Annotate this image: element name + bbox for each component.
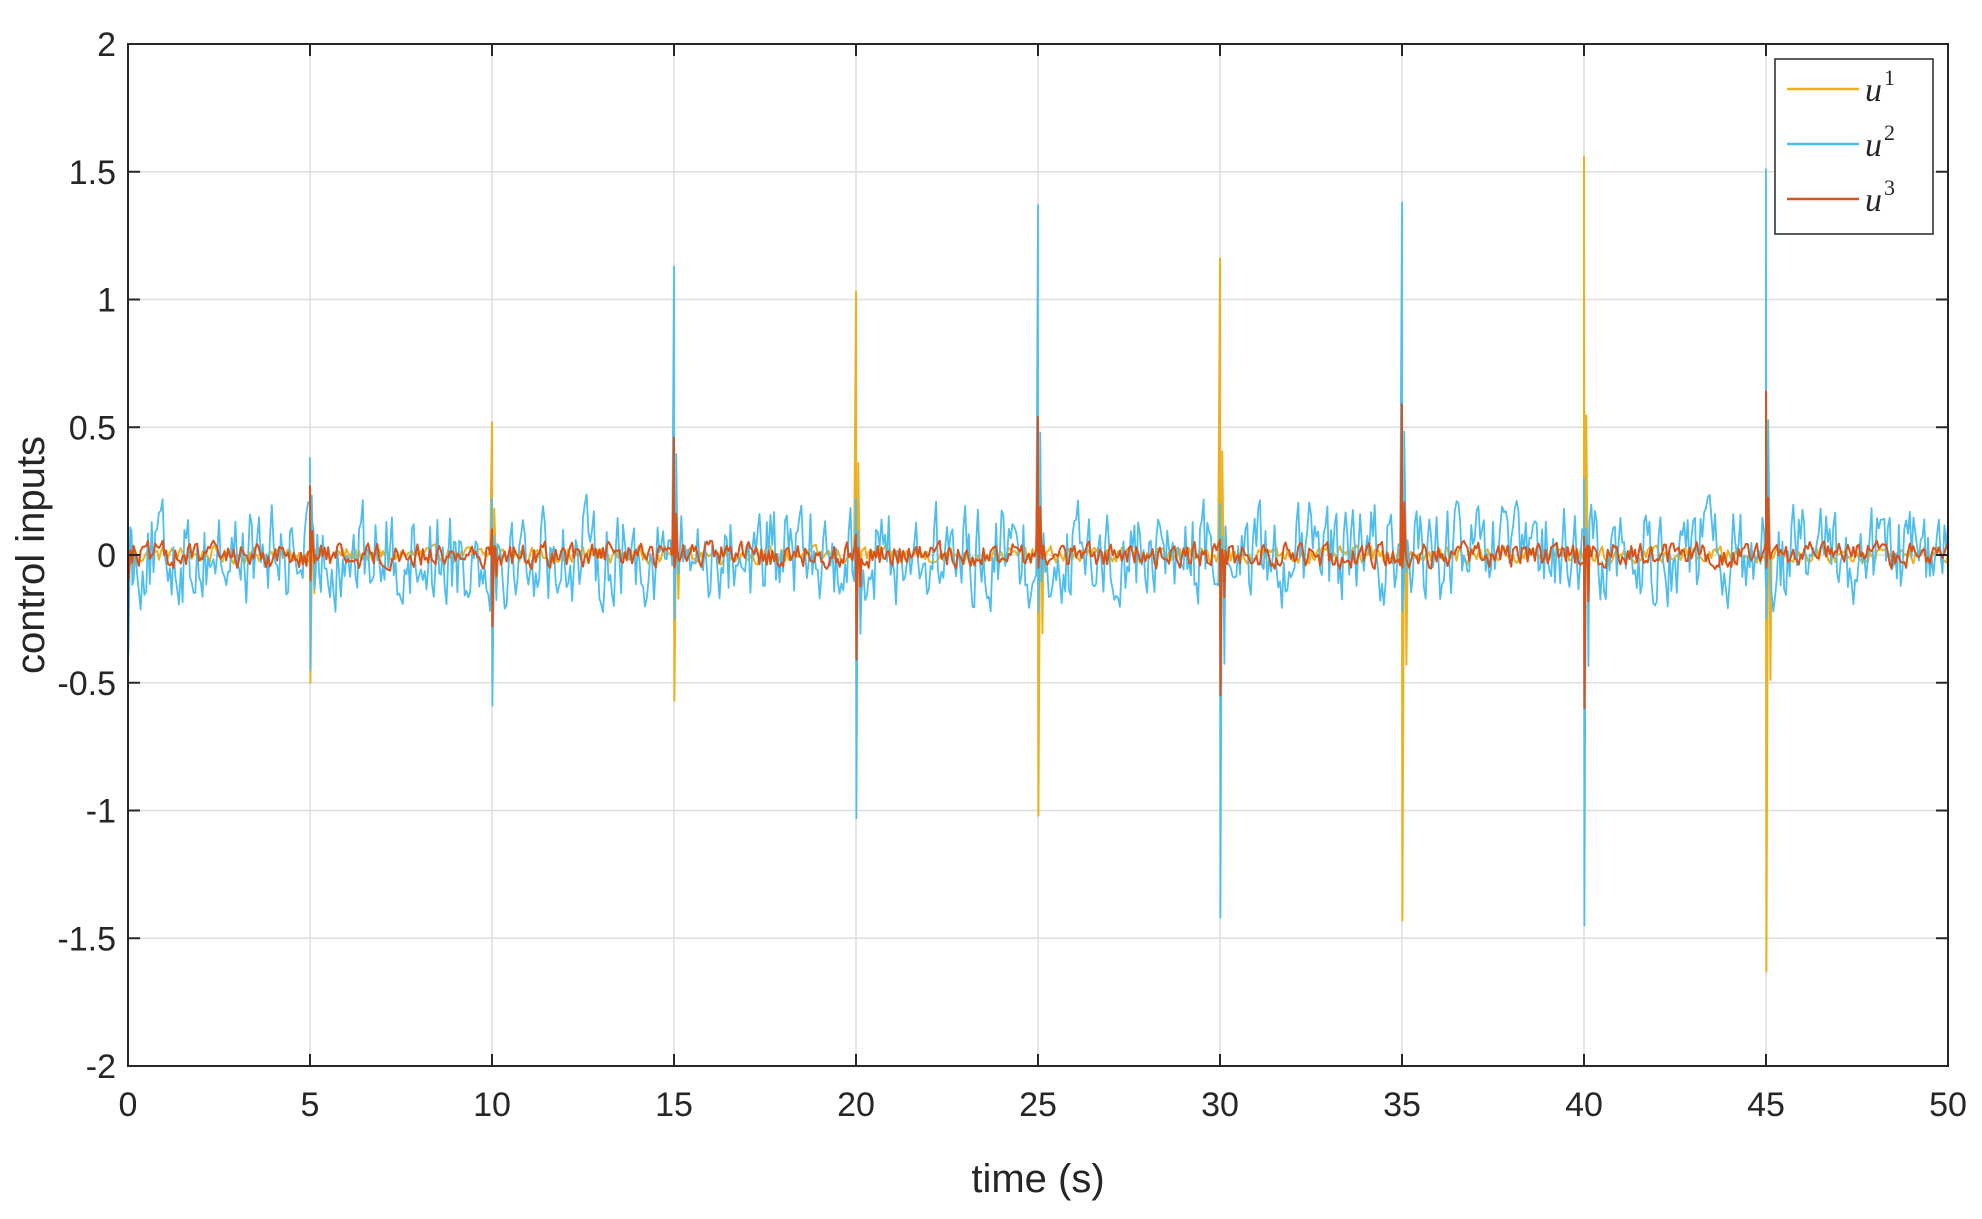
legend-label: u3 [1865, 175, 1895, 219]
x-tick-label: 50 [1929, 1086, 1967, 1124]
y-tick-label: -1 [86, 793, 116, 831]
y-tick-label: 2 [97, 26, 116, 64]
x-tick-label: 0 [119, 1086, 138, 1124]
x-tick-label: 15 [655, 1086, 693, 1124]
x-tick-label: 30 [1201, 1086, 1239, 1124]
y-tick-label: -0.5 [57, 665, 116, 703]
legend: u1 u2 u3 [1774, 58, 1934, 235]
y-tick-label: 0.5 [69, 409, 116, 447]
legend-label: u2 [1865, 120, 1895, 164]
x-tick-label: 35 [1383, 1086, 1421, 1124]
x-tick-label: 25 [1019, 1086, 1057, 1124]
x-tick-label: 45 [1747, 1086, 1785, 1124]
y-tick-label: -1.5 [57, 920, 116, 958]
legend-box [1774, 58, 1934, 235]
x-axis-label: time (s) [971, 1157, 1104, 1201]
x-axis-ticks: 0 5 10 15 20 25 30 35 40 45 50 [119, 44, 1967, 1124]
y-tick-label: 1 [97, 282, 116, 320]
y-tick-label: 1.5 [69, 154, 116, 192]
series-layer [127, 120, 1949, 973]
series-line-u3 [127, 390, 1949, 710]
y-axis-ticks: 2 1.5 1 0.5 0 -0.5 -1 -1.5 -2 [57, 26, 1948, 1086]
y-tick-label: -2 [86, 1048, 116, 1086]
x-tick-label: 5 [301, 1086, 320, 1124]
legend-label: u1 [1865, 65, 1895, 109]
series-line-u2 [127, 168, 1949, 927]
x-tick-label: 20 [837, 1086, 875, 1124]
y-axis-label: control inputs [9, 436, 53, 674]
y-tick-label: 0 [97, 537, 116, 575]
x-tick-label: 40 [1565, 1086, 1603, 1124]
x-tick-label: 10 [473, 1086, 511, 1124]
